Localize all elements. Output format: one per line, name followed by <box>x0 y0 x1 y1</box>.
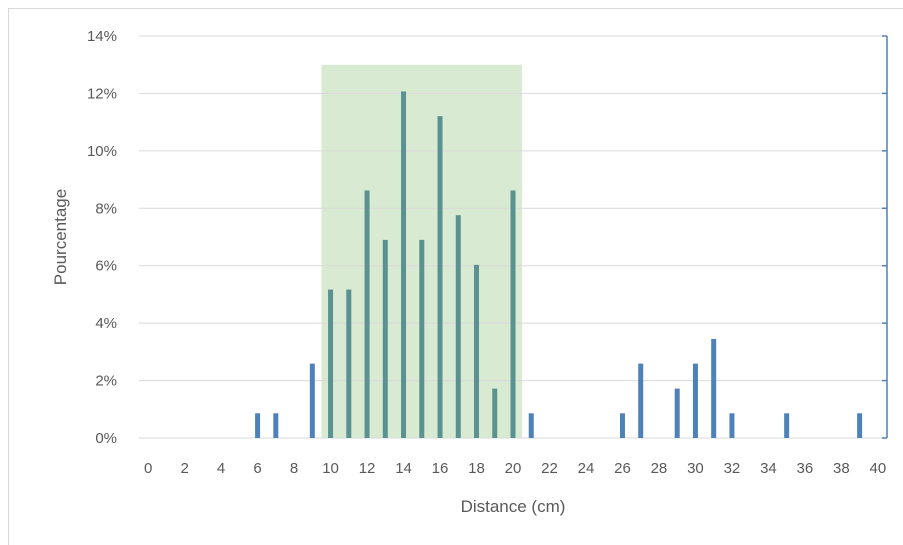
bar <box>784 413 790 438</box>
bar <box>674 388 680 438</box>
bar <box>492 388 498 438</box>
y-tick-label: 6% <box>95 258 117 275</box>
x-tick-label: 30 <box>687 460 704 477</box>
y-tick-label: 0% <box>95 430 117 447</box>
x-tick-label: 12 <box>359 460 376 477</box>
bar <box>857 413 863 438</box>
y-tick-label: 8% <box>95 200 117 217</box>
bar <box>364 190 370 438</box>
x-tick-label: 2 <box>180 460 188 477</box>
x-tick-label: 8 <box>290 460 298 477</box>
bar <box>401 91 407 438</box>
bar <box>510 190 516 438</box>
x-tick-label: 28 <box>651 460 668 477</box>
y-tick-labels: 0% 2% 4% 6% 8% 10% 12% 14% <box>87 28 117 447</box>
bar <box>528 413 534 438</box>
y-tick-label: 12% <box>87 85 117 102</box>
x-tick-label: 40 <box>870 460 887 477</box>
x-tick-label: 20 <box>505 460 522 477</box>
x-tick-label: 36 <box>797 460 814 477</box>
bar <box>255 413 261 438</box>
y-tick-label: 4% <box>95 315 117 332</box>
y-tick-label: 2% <box>95 373 117 390</box>
x-tick-label: 14 <box>395 460 412 477</box>
bar <box>474 264 480 438</box>
right-axis <box>882 35 888 439</box>
x-tick-label: 0 <box>144 460 152 477</box>
x-tick-label: 34 <box>760 460 777 477</box>
x-tick-label: 18 <box>468 460 485 477</box>
x-tick-labels: 0 2 4 6 8 10 12 14 16 18 20 22 24 26 28 30 32 34 36 38 40 <box>144 460 886 477</box>
x-tick-label: 4 <box>217 460 225 477</box>
bar <box>455 215 461 438</box>
x-axis-title: Distance (cm) <box>461 497 566 516</box>
x-tick-label: 22 <box>541 460 558 477</box>
bar <box>437 116 443 438</box>
x-tick-label: 6 <box>253 460 261 477</box>
x-tick-label: 16 <box>432 460 449 477</box>
bar <box>346 289 352 438</box>
x-tick-label: 32 <box>724 460 741 477</box>
bar <box>419 239 425 438</box>
bars <box>255 91 863 438</box>
bar <box>729 413 735 438</box>
bar <box>328 289 334 438</box>
bar <box>692 363 698 438</box>
x-tick-label: 38 <box>833 460 850 477</box>
bar <box>619 413 625 438</box>
bar <box>309 363 315 438</box>
y-axis-title: Pourcentage <box>51 189 70 285</box>
y-tick-label: 14% <box>87 28 117 45</box>
x-tick-label: 26 <box>614 460 631 477</box>
bar <box>382 239 388 438</box>
x-tick-label: 10 <box>322 460 339 477</box>
bar <box>273 413 279 438</box>
bar <box>638 363 644 438</box>
y-tick-label: 10% <box>87 143 117 160</box>
bar <box>711 338 717 438</box>
x-tick-label: 24 <box>578 460 595 477</box>
